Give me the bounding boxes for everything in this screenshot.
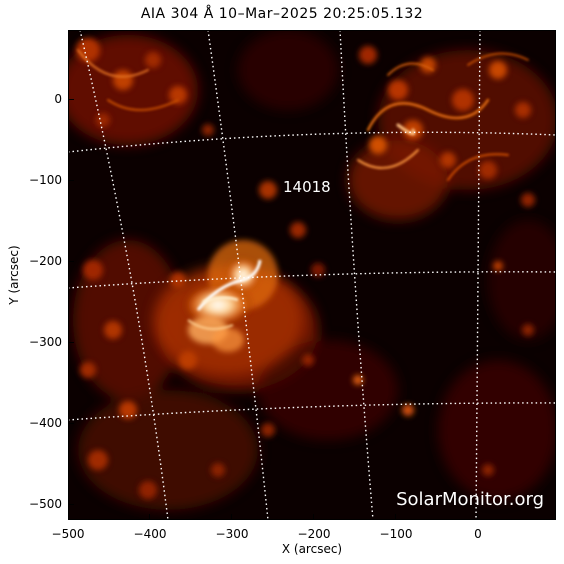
x-tick-label: −500 — [51, 527, 85, 541]
x-tick-mark — [231, 514, 232, 520]
x-tick-mark — [395, 514, 396, 520]
network-mottles — [76, 38, 535, 499]
x-tick-label: −100 — [379, 527, 413, 541]
active-region-core — [153, 240, 303, 375]
network-glow — [68, 30, 556, 510]
watermark: SolarMonitor.org — [396, 489, 544, 510]
solar-image-canvas — [68, 30, 556, 520]
x-tick-label: −300 — [215, 527, 249, 541]
x-tick-label: −200 — [297, 527, 331, 541]
image-title: AIA 304 Å 10–Mar–2025 20:25:05.132 — [140, 6, 424, 22]
solar-image: 14018 SolarMonitor.org — [68, 30, 556, 520]
x-tick-mark — [313, 514, 314, 520]
x-tick-label: 0 — [474, 527, 482, 541]
x-axis-label: X (arcsec) — [281, 542, 343, 556]
y-tick-label: −300 — [29, 335, 62, 349]
y-tick-mark — [68, 342, 74, 343]
x-tick-label: −400 — [133, 527, 167, 541]
x-tick-mark — [149, 514, 150, 520]
coordinate-grid — [68, 30, 556, 520]
loop-filaments — [77, 49, 529, 181]
y-tick-mark — [68, 423, 74, 424]
y-tick-label: 0 — [54, 92, 62, 106]
active-region-label: 14018 — [283, 178, 331, 196]
x-tick-mark — [68, 514, 69, 520]
y-tick-mark — [68, 504, 74, 505]
y-tick-mark — [68, 261, 74, 262]
y-tick-label: −400 — [29, 416, 62, 430]
y-axis-label: Y (arcsec) — [7, 245, 21, 305]
y-tick-mark — [68, 180, 74, 181]
x-tick-mark — [477, 514, 478, 520]
y-tick-label: −100 — [29, 173, 62, 187]
y-tick-label: −200 — [29, 254, 62, 268]
y-tick-label: −500 — [29, 497, 62, 511]
y-tick-mark — [68, 99, 74, 100]
